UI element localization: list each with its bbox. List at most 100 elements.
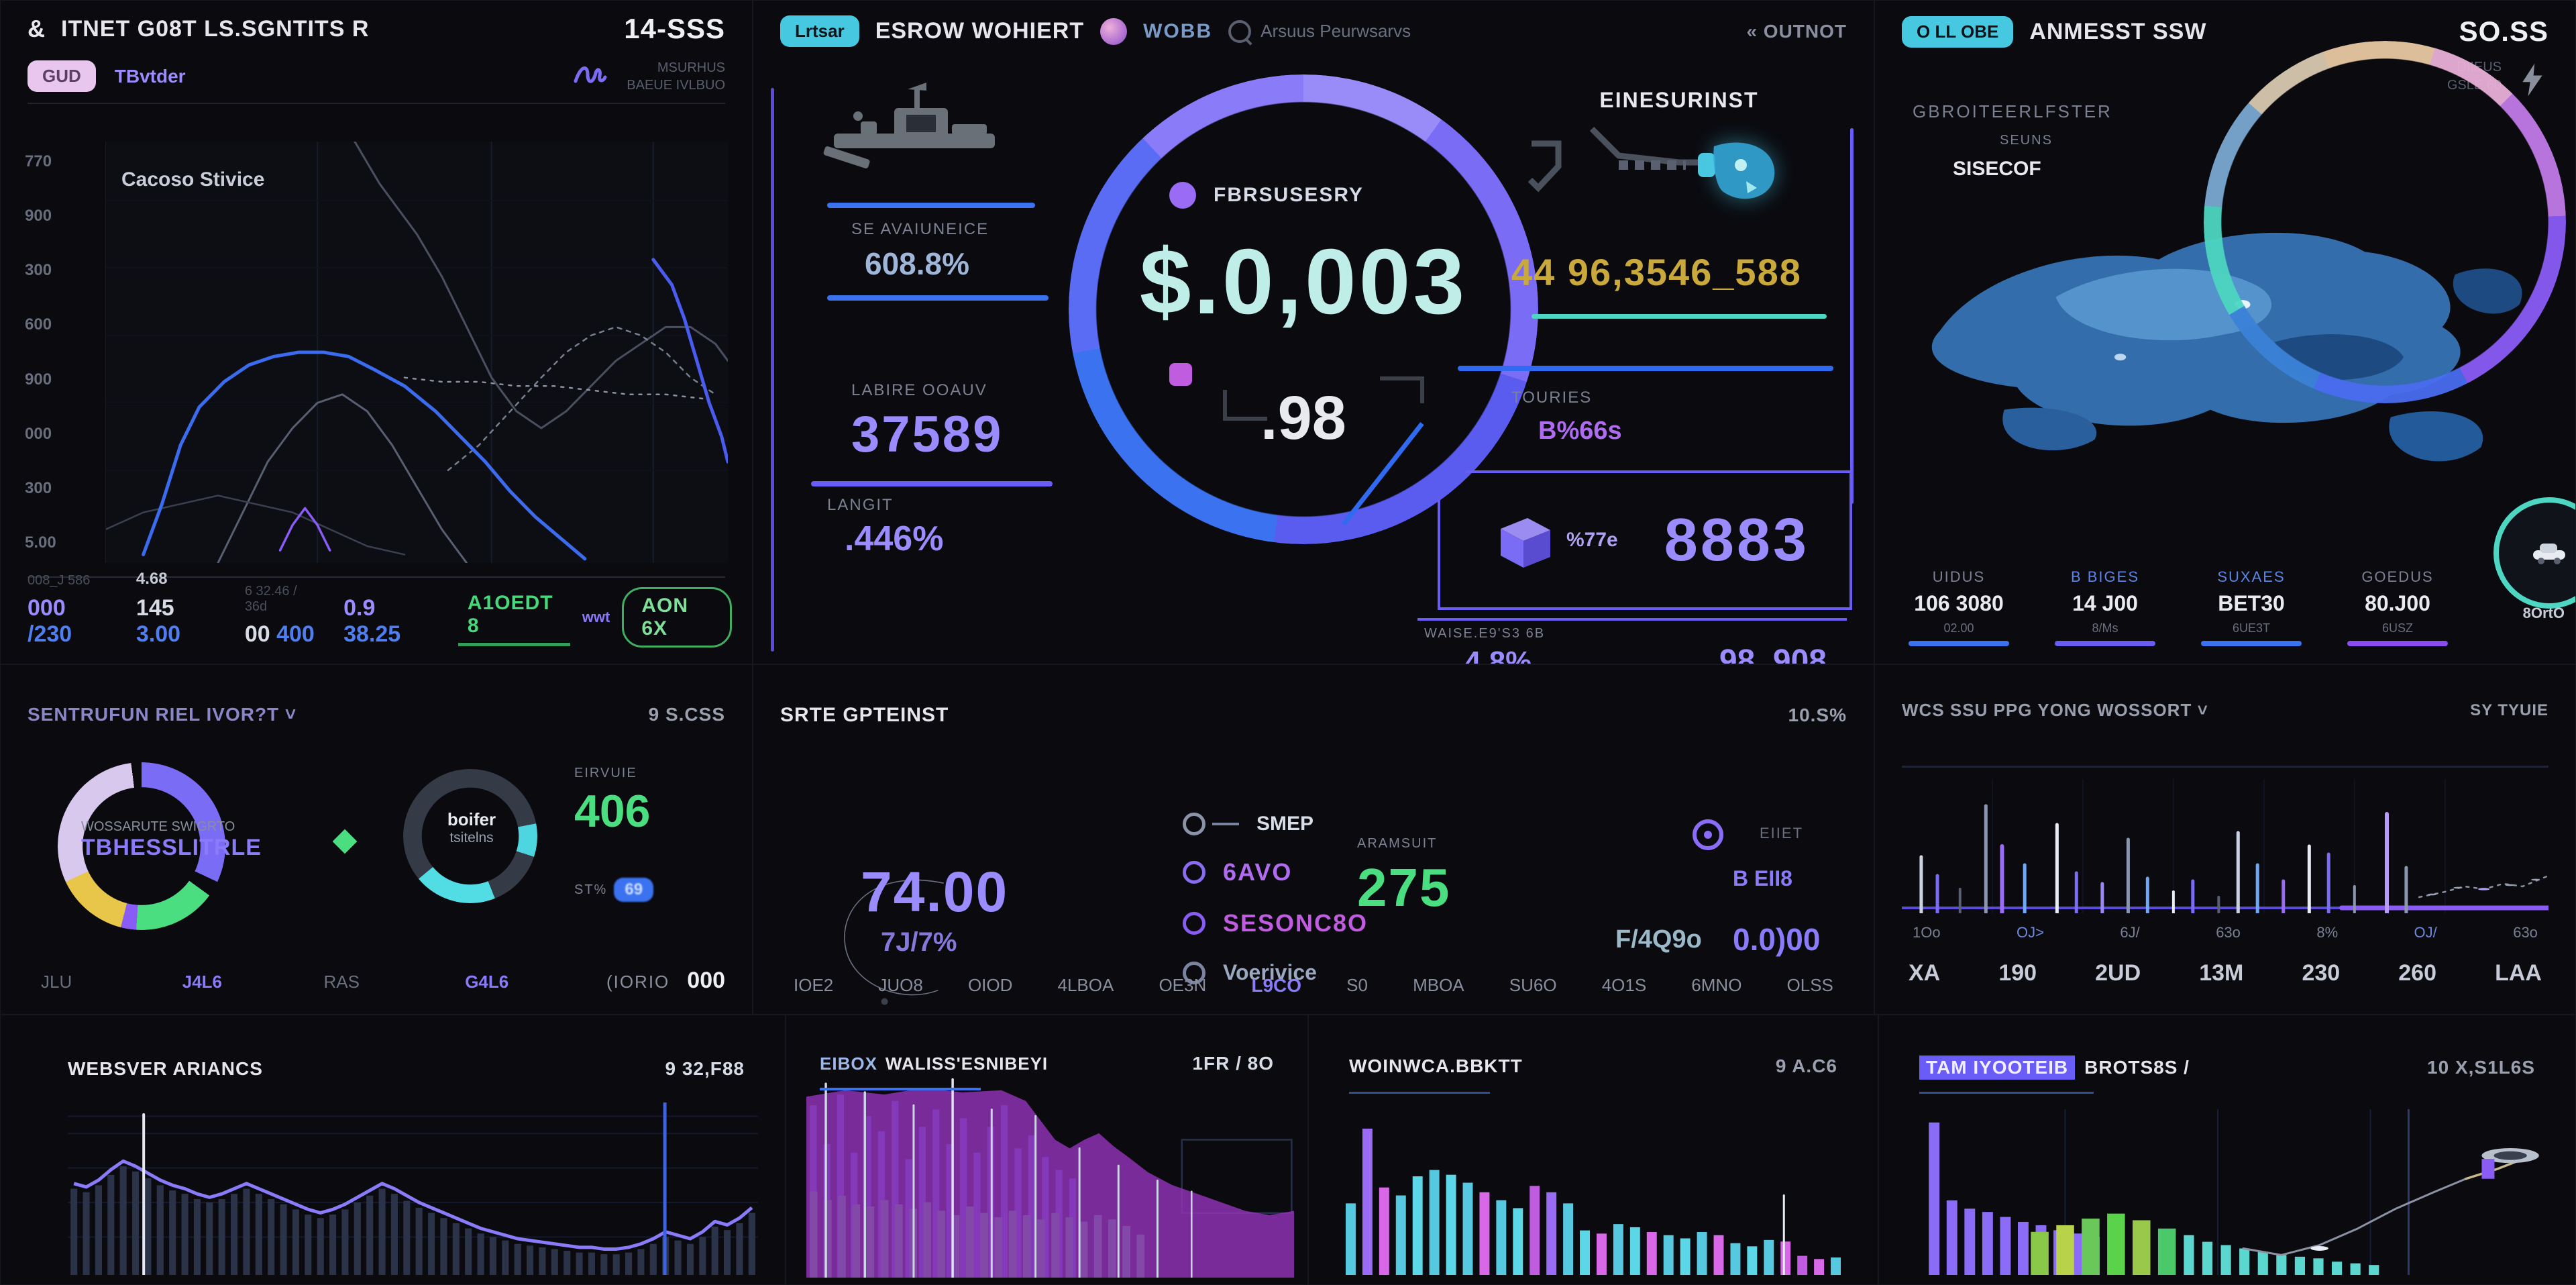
donut-chart-secondary[interactable] (403, 769, 537, 903)
stat-value: 145 (136, 595, 174, 621)
legend-item[interactable]: SESONC8O (1183, 909, 1368, 937)
map-stat-sub: 8/Ms (2092, 621, 2118, 635)
right-sub-value: B%66s (1538, 417, 1622, 445)
gauge-content: FBRSUSESRY $.0,003 .98 (1069, 74, 1538, 544)
map-stat-sub: 02.00 (1943, 621, 1974, 635)
legend-item[interactable]: SMEP (1183, 813, 1368, 835)
tick: JUO8 (878, 975, 923, 995)
legend-dash (1212, 823, 1239, 825)
stat-value: 00 (244, 621, 270, 647)
tick: OJ> (2017, 924, 2044, 941)
plug-icon (1527, 126, 1775, 199)
status-badge-primary[interactable]: A1OEDT 8 (458, 589, 570, 646)
stat-value-2: 3.00 (136, 621, 181, 647)
box-footer-value-2: 98_908 (1719, 644, 1827, 664)
stat-label: 6 32.46 / 36d (244, 584, 297, 614)
spike-chart[interactable] (1902, 779, 2548, 913)
trend-chart[interactable] (1913, 1109, 2548, 1275)
tick-highlighted[interactable]: L9CO (1251, 975, 1302, 996)
site-green-stat: ARAMSUIT 275 (1357, 836, 1450, 919)
map-stat-label: B BIGES (2070, 568, 2140, 585)
multi-line-chart[interactable] (105, 142, 728, 563)
tick: RAS (323, 972, 360, 992)
tick: S0 (1346, 975, 1368, 995)
left-accent-line (771, 88, 774, 652)
nav-item[interactable]: WOBB (1143, 19, 1213, 42)
tick: 13M (2199, 960, 2244, 986)
map-stat-label: UIDUS (1932, 568, 1986, 585)
meta-text: MSURHUS BAEUE IVLBUO (627, 59, 725, 94)
panel-title: ESROW WOHIERT (875, 18, 1085, 44)
map-stat: UIDUS 106 3080 02.00 (1909, 568, 2009, 646)
legend-label: 6AVO (1223, 858, 1293, 886)
outnot-link[interactable]: « OUTNOT (1746, 20, 1847, 42)
stat-block: 6 32.46 / 36d 00 400 (245, 584, 318, 648)
vehicle-badge-caption: 8OrtO (2522, 605, 2565, 621)
map-pill[interactable]: O LL OBE (1902, 15, 2014, 48)
status-pill[interactable]: GUD (28, 60, 96, 92)
stat-block: 0.9 38.25 (343, 588, 433, 648)
bars-line-chart[interactable] (68, 1102, 758, 1275)
stat-label: 008_J 586 (28, 573, 91, 588)
metric-bar-bottom (827, 295, 1049, 301)
vehicle-badge-button[interactable] (2493, 497, 2575, 609)
map-stat: B BIGES 14 J00 8/Ms (2055, 568, 2155, 646)
brand-pill[interactable]: Lrtsar (780, 15, 859, 47)
map-stat: GOEDUS 80.J00 6USZ (2347, 568, 2448, 646)
legend-label: SMEP (1256, 813, 1314, 835)
status-badge-secondary[interactable]: AON 6X (622, 587, 732, 648)
stat-label: EIRVUIE (574, 766, 637, 780)
loop-decoration (794, 866, 1015, 1005)
purple-divider (1417, 618, 1847, 621)
panel-header-value: 1FR / 8O (1192, 1053, 1274, 1074)
car-icon (2533, 544, 2565, 564)
metric-label-3: LANGIT (827, 496, 894, 514)
legend-item[interactable]: Voerivice (1183, 960, 1368, 985)
map-label-3: SISECOF (1953, 158, 2041, 180)
tick: OJ/ (2414, 924, 2437, 941)
meta-line-2: BAEUE IVLBUO (627, 77, 725, 93)
avatar[interactable] (1100, 17, 1128, 45)
map-labels: GBROITEERLFSTER SEUNS SISECOF (1913, 101, 2112, 181)
panel-title-dropdown[interactable]: WCS SSU PPG YONG WOSSORT ˅ (1902, 700, 2208, 720)
metric-value-3: .446% (845, 519, 944, 558)
divider (28, 103, 725, 104)
teal-bar (1532, 314, 1827, 319)
panel-header-value: 10.S% (1788, 705, 1847, 725)
legend-item[interactable]: 6AVO (1183, 858, 1368, 886)
title-underline (1349, 1092, 1490, 1094)
tick: LAA (2495, 960, 2542, 986)
legend: SMEP 6AVO SESONC8O Voerivice (1183, 813, 1368, 985)
gauge-bullet-magenta (1169, 363, 1192, 386)
tick: 260 (2398, 960, 2436, 986)
stat-value-green: 406 (574, 786, 651, 837)
map-stat-value: BET30 (2218, 591, 2285, 615)
tick: MBOA (1413, 975, 1464, 995)
donut-chart-main[interactable] (58, 762, 225, 930)
tick: SU6O (1509, 975, 1557, 995)
donut-secondary-labels: boifer tsitelns (411, 809, 532, 846)
search-input[interactable] (1259, 20, 1491, 42)
minor-ticks: 1Oo OJ> 6J/ 63o 8% OJ/ 63o (1913, 924, 2538, 941)
stat-value: 000 (28, 595, 66, 621)
panel-title: SRTE GPTEINST (780, 704, 949, 726)
donut-label-main: TBHESSLITRLE (81, 835, 262, 860)
footer-label: (IORIO (606, 972, 670, 992)
bracket-decoration-left (1223, 390, 1267, 421)
tick: 8% (2316, 924, 2339, 941)
gauge-label: FBRSUSESRY (1214, 184, 1364, 206)
metric-value-2: 37589 (851, 406, 1004, 463)
divider (28, 576, 725, 578)
chart-series-label: Cacoso Stivice (121, 168, 265, 191)
stats-row: 008_J 586 000 /230 4.68 145 3.00 6 32.46… (28, 570, 732, 648)
right-big-value: 44 96,3546_588 (1511, 251, 1802, 293)
bar-chart[interactable] (1342, 1116, 1844, 1275)
stacked-chart[interactable] (806, 1062, 1294, 1278)
account-name[interactable]: TBvtder (114, 65, 186, 87)
gauge-right-metrics: EINESURINST 44 96,3546_588 TOURIES B%66s (1458, 88, 1847, 446)
header-rule (1902, 766, 2548, 768)
search-icon (1228, 19, 1252, 46)
stat-value-green: 275 (1357, 858, 1451, 917)
footer-value: 000 (687, 968, 726, 993)
panel-title-dropdown[interactable]: SENTRUFUN RIEL IVOR?T ˅ (28, 704, 297, 725)
